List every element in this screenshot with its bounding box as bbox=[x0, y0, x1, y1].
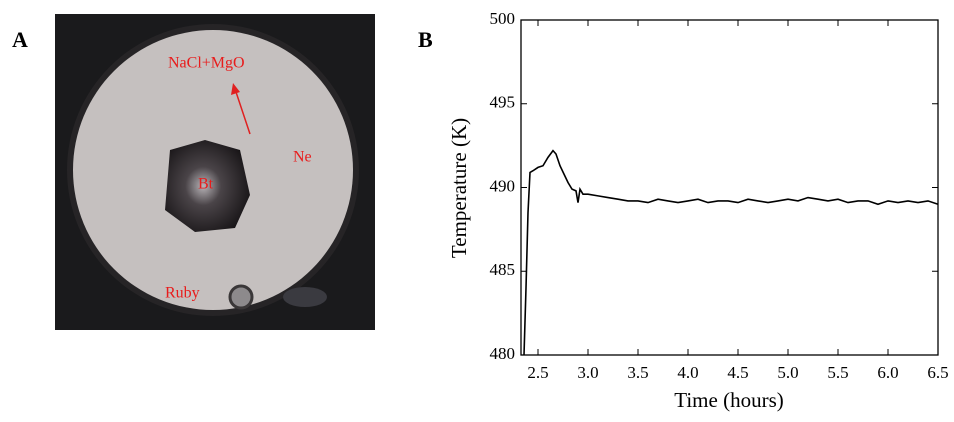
micrograph bbox=[55, 14, 375, 330]
x-tick-label: 2.5 bbox=[527, 363, 548, 382]
data-line bbox=[523, 149, 939, 356]
y-tick-label: 485 bbox=[490, 260, 516, 279]
annotation: Ne bbox=[293, 149, 312, 166]
panel-label: A bbox=[12, 27, 28, 52]
x-tick-label: 5.5 bbox=[827, 363, 848, 382]
y-tick-label: 500 bbox=[490, 9, 516, 28]
annotation: Ruby bbox=[165, 285, 200, 302]
panel-label: B bbox=[418, 27, 433, 52]
plot-frame bbox=[520, 19, 939, 356]
x-tick-label: 6.0 bbox=[877, 363, 898, 382]
x-tick-label: 3.5 bbox=[627, 363, 648, 382]
x-tick-label: 3.0 bbox=[577, 363, 598, 382]
arrow-head bbox=[231, 83, 240, 95]
y-axis-title: Temperature (K) bbox=[447, 118, 471, 258]
sparkle bbox=[283, 287, 327, 307]
x-tick-label: 4.5 bbox=[727, 363, 748, 382]
annotation: NaCl+MgO bbox=[168, 55, 245, 72]
ruby bbox=[228, 284, 254, 310]
bt-crystal bbox=[165, 140, 250, 232]
x-tick-label: 5.0 bbox=[777, 363, 798, 382]
annotation: Bt bbox=[198, 176, 214, 193]
y-tick-label: 490 bbox=[490, 176, 516, 195]
y-tick-label: 495 bbox=[490, 93, 516, 112]
arrow bbox=[235, 91, 251, 135]
x-tick-label: 6.5 bbox=[927, 363, 948, 382]
x-axis-title: Time (hours) bbox=[674, 388, 783, 412]
y-tick-label: 480 bbox=[490, 344, 516, 363]
x-tick-label: 4.0 bbox=[677, 363, 698, 382]
